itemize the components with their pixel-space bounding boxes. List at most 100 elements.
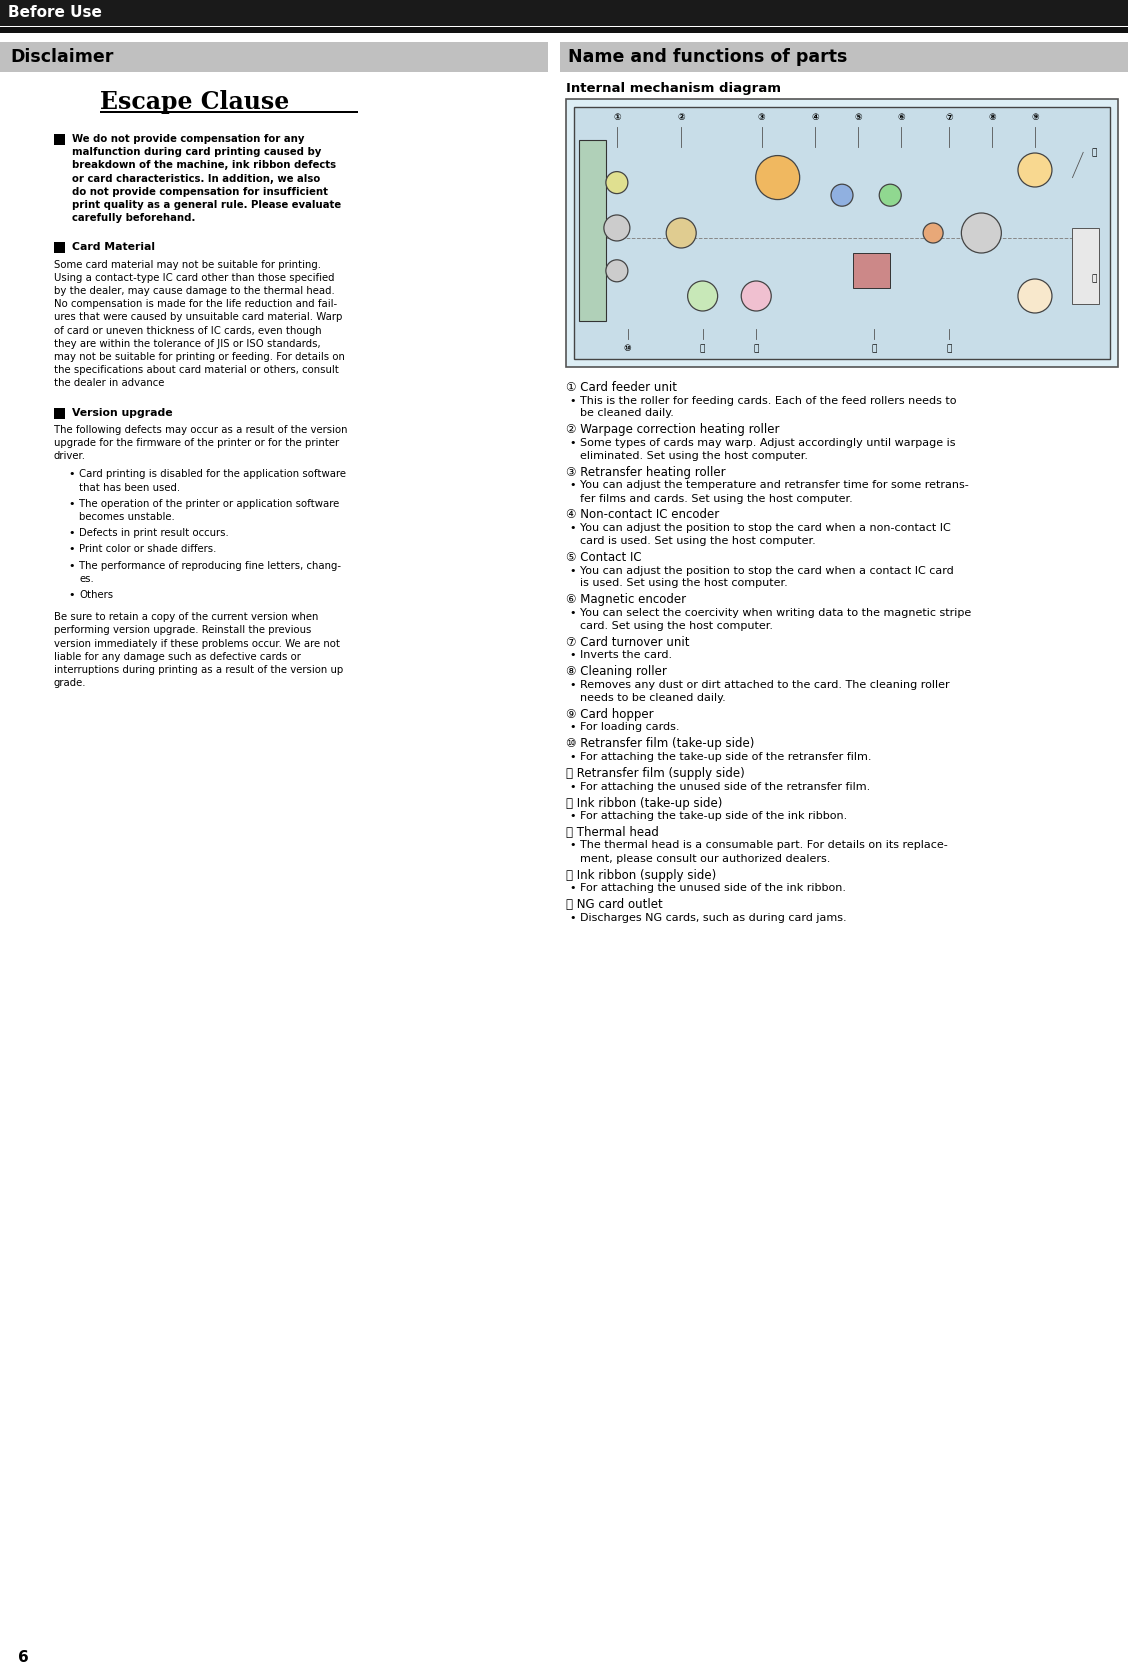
Text: carefully beforehand.: carefully beforehand. bbox=[72, 214, 195, 224]
Circle shape bbox=[603, 215, 629, 240]
Text: •: • bbox=[68, 544, 74, 554]
Bar bbox=[559, 42, 1128, 72]
Text: ⑮: ⑮ bbox=[1091, 274, 1096, 282]
Text: • For attaching the unused side of the retransfer film.: • For attaching the unused side of the r… bbox=[570, 781, 870, 791]
Text: • You can adjust the temperature and retransfer time for some retrans-: • You can adjust the temperature and ret… bbox=[570, 481, 969, 491]
Circle shape bbox=[606, 172, 628, 194]
Text: driver.: driver. bbox=[54, 451, 86, 461]
Text: is used. Set using the host computer.: is used. Set using the host computer. bbox=[580, 579, 787, 589]
Bar bbox=[54, 134, 65, 145]
Text: • You can adjust the position to stop the card when a non-contact IC: • You can adjust the position to stop th… bbox=[570, 522, 951, 532]
Circle shape bbox=[879, 184, 901, 207]
Text: becomes unstable.: becomes unstable. bbox=[79, 512, 175, 522]
Text: The following defects may occur as a result of the version: The following defects may occur as a res… bbox=[54, 426, 347, 436]
Text: the specifications about card material or others, consult: the specifications about card material o… bbox=[54, 366, 338, 376]
Text: • This is the roller for feeding cards. Each of the feed rollers needs to: • This is the roller for feeding cards. … bbox=[570, 396, 957, 406]
Text: Version upgrade: Version upgrade bbox=[72, 407, 173, 417]
Text: Others: Others bbox=[79, 591, 113, 599]
Text: ⑤ Contact IC: ⑤ Contact IC bbox=[566, 551, 642, 564]
Text: ⑦: ⑦ bbox=[945, 112, 953, 122]
Circle shape bbox=[961, 214, 1002, 254]
Text: ⑮ NG card outlet: ⑮ NG card outlet bbox=[566, 898, 663, 911]
Bar bbox=[1073, 229, 1100, 304]
Text: The operation of the printer or application software: The operation of the printer or applicat… bbox=[79, 499, 340, 509]
Text: ④: ④ bbox=[811, 112, 819, 122]
Text: do not provide compensation for insufficient: do not provide compensation for insuffic… bbox=[72, 187, 328, 197]
Text: ⑬: ⑬ bbox=[872, 344, 876, 354]
Text: Card Material: Card Material bbox=[72, 242, 155, 252]
Text: liable for any damage such as defective cards or: liable for any damage such as defective … bbox=[54, 653, 301, 663]
Text: that has been used.: that has been used. bbox=[79, 482, 180, 492]
Text: ②: ② bbox=[678, 112, 685, 122]
Text: • Removes any dust or dirt attached to the card. The cleaning roller: • Removes any dust or dirt attached to t… bbox=[570, 679, 950, 689]
Text: ment, please consult our authorized dealers.: ment, please consult our authorized deal… bbox=[580, 853, 830, 863]
Text: • You can adjust the position to stop the card when a contact IC card: • You can adjust the position to stop th… bbox=[570, 566, 954, 576]
Text: •: • bbox=[68, 527, 74, 537]
Text: upgrade for the firmware of the printer or for the printer: upgrade for the firmware of the printer … bbox=[54, 437, 340, 447]
Bar bbox=[54, 242, 65, 254]
Text: of card or uneven thickness of IC cards, even though: of card or uneven thickness of IC cards,… bbox=[54, 325, 321, 335]
Text: ⑥: ⑥ bbox=[897, 112, 905, 122]
Text: card. Set using the host computer.: card. Set using the host computer. bbox=[580, 621, 773, 631]
Text: • You can select the coercivity when writing data to the magnetic stripe: • You can select the coercivity when wri… bbox=[570, 608, 971, 618]
Text: • For attaching the take-up side of the ink ribbon.: • For attaching the take-up side of the … bbox=[570, 811, 847, 821]
Text: they are within the tolerance of JIS or ISO standards,: they are within the tolerance of JIS or … bbox=[54, 339, 320, 349]
Text: • For loading cards.: • For loading cards. bbox=[570, 723, 679, 733]
Text: ③ Retransfer heating roller: ③ Retransfer heating roller bbox=[566, 466, 725, 479]
Text: • For attaching the take-up side of the retransfer film.: • For attaching the take-up side of the … bbox=[570, 753, 872, 763]
Text: The performance of reproducing fine letters, chang-: The performance of reproducing fine lett… bbox=[79, 561, 341, 571]
Text: ③: ③ bbox=[758, 112, 766, 122]
Bar bbox=[853, 254, 890, 289]
Text: Name and functions of parts: Name and functions of parts bbox=[569, 48, 847, 67]
Text: version immediately if these problems occur. We are not: version immediately if these problems oc… bbox=[54, 639, 340, 649]
Text: ⑨ Card hopper: ⑨ Card hopper bbox=[566, 708, 653, 721]
Bar bbox=[0, 27, 1128, 33]
Text: ⑪: ⑪ bbox=[700, 344, 705, 354]
Text: Print color or shade differs.: Print color or shade differs. bbox=[79, 544, 217, 554]
Text: We do not provide compensation for any: We do not provide compensation for any bbox=[72, 134, 305, 144]
Text: grade.: grade. bbox=[54, 678, 87, 688]
Text: ⑨: ⑨ bbox=[1031, 112, 1039, 122]
Bar bbox=[54, 407, 65, 419]
Text: malfunction during card printing caused by: malfunction during card printing caused … bbox=[72, 147, 321, 157]
Text: Some card material may not be suitable for printing.: Some card material may not be suitable f… bbox=[54, 260, 321, 270]
Text: Defects in print result occurs.: Defects in print result occurs. bbox=[79, 527, 229, 537]
Text: interruptions during printing as a result of the version up: interruptions during printing as a resul… bbox=[54, 664, 343, 674]
Text: •: • bbox=[68, 499, 74, 509]
Text: may not be suitable for printing or feeding. For details on: may not be suitable for printing or feed… bbox=[54, 352, 345, 362]
Text: •: • bbox=[68, 591, 74, 599]
Text: performing version upgrade. Reinstall the previous: performing version upgrade. Reinstall th… bbox=[54, 626, 311, 636]
Text: ⑦ Card turnover unit: ⑦ Card turnover unit bbox=[566, 636, 689, 649]
Text: or card characteristics. In addition, we also: or card characteristics. In addition, we… bbox=[72, 174, 320, 184]
Text: Disclaimer: Disclaimer bbox=[10, 48, 114, 67]
Bar bbox=[0, 0, 1128, 27]
Bar bbox=[574, 107, 1110, 359]
Text: print quality as a general rule. Please evaluate: print quality as a general rule. Please … bbox=[72, 200, 341, 210]
Text: ⑤: ⑤ bbox=[854, 112, 862, 122]
Text: ② Warpage correction heating roller: ② Warpage correction heating roller bbox=[566, 424, 779, 437]
Text: ⑧ Cleaning roller: ⑧ Cleaning roller bbox=[566, 666, 667, 679]
Text: ⑩: ⑩ bbox=[624, 344, 632, 354]
Text: • The thermal head is a consumable part. For details on its replace-: • The thermal head is a consumable part.… bbox=[570, 841, 948, 851]
Text: No compensation is made for the life reduction and fail-: No compensation is made for the life red… bbox=[54, 299, 337, 309]
Text: Using a contact-type IC card other than those specified: Using a contact-type IC card other than … bbox=[54, 272, 335, 282]
Text: 6: 6 bbox=[18, 1651, 28, 1666]
Text: be cleaned daily.: be cleaned daily. bbox=[580, 409, 673, 419]
Bar bbox=[580, 140, 606, 320]
Text: ①: ① bbox=[613, 112, 620, 122]
Text: ⑧: ⑧ bbox=[988, 112, 996, 122]
Circle shape bbox=[741, 280, 772, 310]
Text: es.: es. bbox=[79, 574, 94, 584]
Text: Internal mechanism diagram: Internal mechanism diagram bbox=[566, 82, 781, 95]
Text: ⑫: ⑫ bbox=[754, 344, 759, 354]
Circle shape bbox=[1017, 279, 1052, 314]
Circle shape bbox=[688, 280, 717, 310]
Bar bbox=[0, 42, 548, 72]
Bar bbox=[566, 98, 1118, 367]
Text: ⑭: ⑭ bbox=[946, 344, 952, 354]
Text: ⑩ Retransfer film (take-up side): ⑩ Retransfer film (take-up side) bbox=[566, 738, 755, 751]
Text: Escape Clause: Escape Clause bbox=[100, 90, 289, 113]
Circle shape bbox=[667, 219, 696, 249]
Text: ⑪ Retransfer film (supply side): ⑪ Retransfer film (supply side) bbox=[566, 768, 744, 779]
Text: Card printing is disabled for the application software: Card printing is disabled for the applic… bbox=[79, 469, 346, 479]
